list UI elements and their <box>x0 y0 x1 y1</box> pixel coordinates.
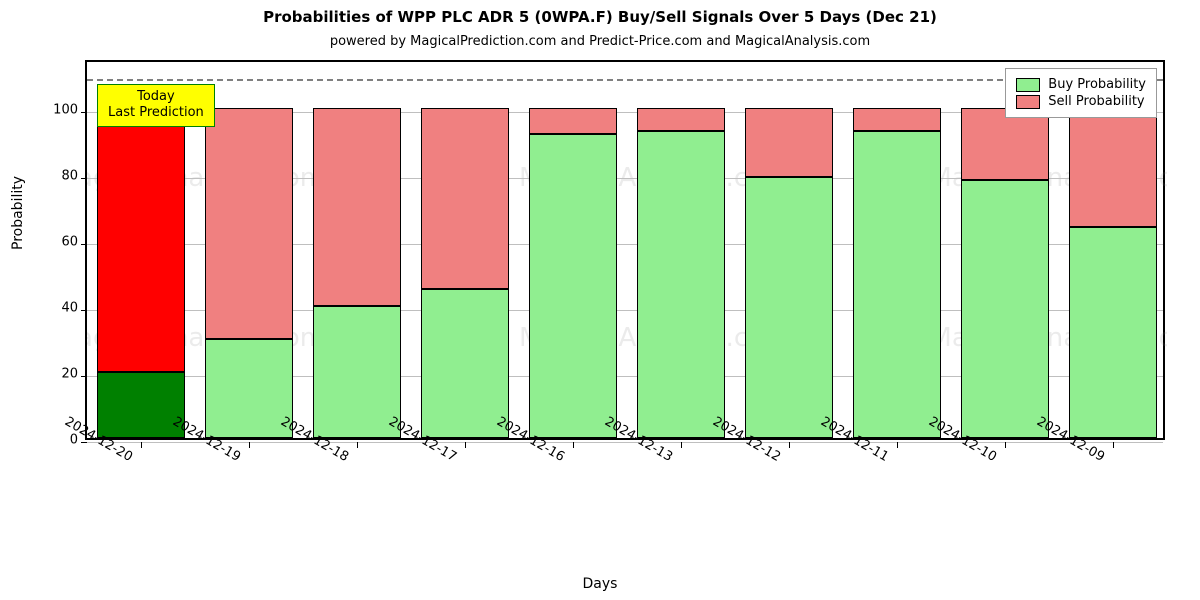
x-tick-mark <box>465 442 466 448</box>
y-tick-mark <box>81 376 87 377</box>
chart-title: Probabilities of WPP PLC ADR 5 (0WPA.F) … <box>0 8 1200 26</box>
callout-line-1: Today <box>108 89 204 105</box>
x-tick-mark <box>141 442 142 448</box>
x-tick-label: 2024-12-10 <box>992 452 1000 465</box>
bar-buy <box>1069 227 1158 438</box>
y-tick-mark <box>81 310 87 311</box>
callout-line-2: Last Prediction <box>108 105 204 121</box>
bar-group <box>313 58 402 438</box>
y-tick-mark <box>81 442 87 443</box>
legend-item-buy: Buy Probability <box>1016 77 1146 92</box>
bar-sell <box>637 108 726 131</box>
y-tick-label: 20 <box>28 366 78 381</box>
y-tick-label: 40 <box>28 300 78 315</box>
x-tick-label: 2024-12-17 <box>452 452 460 465</box>
y-axis-label: Probability <box>10 176 26 250</box>
x-tick-mark <box>897 442 898 448</box>
y-tick-mark <box>81 178 87 179</box>
x-tick-mark <box>789 442 790 448</box>
legend-label-buy: Buy Probability <box>1048 77 1146 92</box>
bar-group <box>529 58 618 438</box>
bar-sell <box>1069 108 1158 227</box>
bar-buy <box>853 131 942 438</box>
bar-group <box>421 58 510 438</box>
y-tick-label: 100 <box>28 102 78 117</box>
x-tick-label: 2024-12-16 <box>560 452 568 465</box>
bar-sell <box>205 108 294 339</box>
plot-area: MagicalAnalysis.comMagicalAnalysis.comMa… <box>85 60 1165 440</box>
bar-sell <box>97 108 186 372</box>
x-tick-label: 2024-12-12 <box>776 452 784 465</box>
bar-buy <box>421 289 510 438</box>
bar-sell <box>529 108 618 134</box>
bar-sell <box>853 108 942 131</box>
x-tick-label: 2024-12-19 <box>236 452 244 465</box>
chart-container: Probabilities of WPP PLC ADR 5 (0WPA.F) … <box>0 0 1200 600</box>
bar-buy <box>961 180 1050 438</box>
y-tick-label: 60 <box>28 234 78 249</box>
legend-label-sell: Sell Probability <box>1048 94 1144 109</box>
y-tick-label: 80 <box>28 168 78 183</box>
x-tick-mark <box>1113 442 1114 448</box>
x-tick-label: 2024-12-20 <box>128 452 136 465</box>
bar-sell <box>421 108 510 290</box>
x-tick-label: 2024-12-18 <box>344 452 352 465</box>
x-tick-label: 2024-12-09 <box>1100 452 1108 465</box>
bar-sell <box>745 108 834 177</box>
bar-group <box>637 58 726 438</box>
bar-group <box>745 58 834 438</box>
legend-swatch-buy <box>1016 78 1040 92</box>
x-tick-mark <box>249 442 250 448</box>
bar-buy <box>745 177 834 438</box>
bar-buy <box>529 134 618 438</box>
y-tick-mark <box>81 244 87 245</box>
bar-group <box>205 58 294 438</box>
x-tick-mark <box>681 442 682 448</box>
x-tick-label: 2024-12-13 <box>668 452 676 465</box>
y-tick-label: 0 <box>28 433 78 448</box>
chart-subtitle: powered by MagicalPrediction.com and Pre… <box>0 34 1200 49</box>
x-tick-label: 2024-12-11 <box>884 452 892 465</box>
legend-swatch-sell <box>1016 95 1040 109</box>
today-callout: Today Last Prediction <box>97 84 215 127</box>
legend: Buy Probability Sell Probability <box>1005 68 1157 118</box>
x-axis-label: Days <box>0 576 1200 592</box>
bar-buy <box>637 131 726 438</box>
bar-sell <box>313 108 402 306</box>
bar-group <box>853 58 942 438</box>
bar-sell <box>961 108 1050 181</box>
bar-buy <box>313 306 402 438</box>
y-tick-mark <box>81 112 87 113</box>
x-tick-mark <box>1005 442 1006 448</box>
legend-item-sell: Sell Probability <box>1016 94 1146 109</box>
x-tick-mark <box>357 442 358 448</box>
x-tick-mark <box>573 442 574 448</box>
